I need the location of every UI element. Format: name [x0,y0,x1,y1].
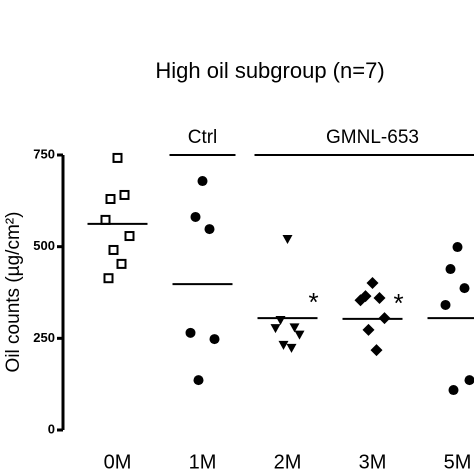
marker [116,258,127,269]
marker [294,330,305,340]
marker [366,276,379,289]
x-tick-label: 0M [104,451,132,473]
marker [190,211,201,222]
marker [289,323,300,333]
marker [124,231,135,242]
marker [282,234,293,244]
marker [119,189,130,200]
marker [452,242,463,253]
marker [270,324,281,334]
marker [373,292,386,304]
marker [445,264,456,275]
y-axis-label: Oil counts (µg/cm²) [3,212,24,373]
bracket-label: Ctrl [188,127,218,148]
significance: * [308,287,318,317]
significance: * [393,288,403,318]
marker [362,323,375,336]
marker [459,283,470,294]
marker [286,343,297,353]
marker [204,224,215,235]
y-tick-label: 750 [33,146,55,161]
marker [354,294,367,307]
marker [448,385,459,396]
marker [370,344,383,357]
marker [193,375,204,386]
marker [105,194,116,204]
chart-title: High oil subgroup (n=7) [155,58,384,83]
y-tick-label: 500 [33,238,55,253]
marker [278,340,289,350]
marker [108,244,119,255]
marker [464,375,474,386]
x-tick-label: 1M [189,451,217,473]
marker [100,214,111,225]
marker [209,334,220,345]
bracket-label: GMNL-653 [326,127,419,148]
marker [440,299,451,310]
marker [197,176,208,187]
marker [185,327,196,338]
y-tick-label: 0 [48,421,55,436]
marker [103,273,114,284]
marker [112,152,123,163]
x-tick-label: 5M [444,451,472,473]
x-tick-label: 2M [274,451,302,473]
x-tick-label: 3M [359,451,387,473]
y-tick-label: 250 [33,330,55,345]
